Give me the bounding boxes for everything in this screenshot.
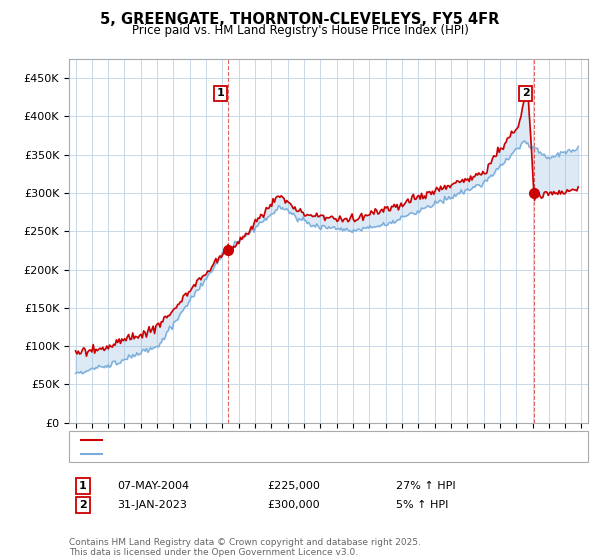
Text: 07-MAY-2004: 07-MAY-2004 — [117, 481, 189, 491]
Text: 27% ↑ HPI: 27% ↑ HPI — [396, 481, 455, 491]
Text: £225,000: £225,000 — [267, 481, 320, 491]
Text: 2: 2 — [522, 88, 530, 99]
Text: HPI: Average price, detached house, Wyre: HPI: Average price, detached house, Wyre — [108, 449, 328, 459]
Text: Contains HM Land Registry data © Crown copyright and database right 2025.
This d: Contains HM Land Registry data © Crown c… — [69, 538, 421, 557]
Text: 1: 1 — [217, 88, 224, 99]
Text: 5, GREENGATE, THORNTON-CLEVELEYS, FY5 4FR: 5, GREENGATE, THORNTON-CLEVELEYS, FY5 4F… — [100, 12, 500, 27]
Text: 5, GREENGATE, THORNTON-CLEVELEYS, FY5 4FR (detached house): 5, GREENGATE, THORNTON-CLEVELEYS, FY5 4F… — [108, 435, 456, 445]
Text: 1: 1 — [79, 481, 86, 491]
Text: 5% ↑ HPI: 5% ↑ HPI — [396, 500, 448, 510]
Text: 31-JAN-2023: 31-JAN-2023 — [117, 500, 187, 510]
Text: 2: 2 — [79, 500, 86, 510]
Text: Price paid vs. HM Land Registry's House Price Index (HPI): Price paid vs. HM Land Registry's House … — [131, 24, 469, 36]
Text: £300,000: £300,000 — [267, 500, 320, 510]
